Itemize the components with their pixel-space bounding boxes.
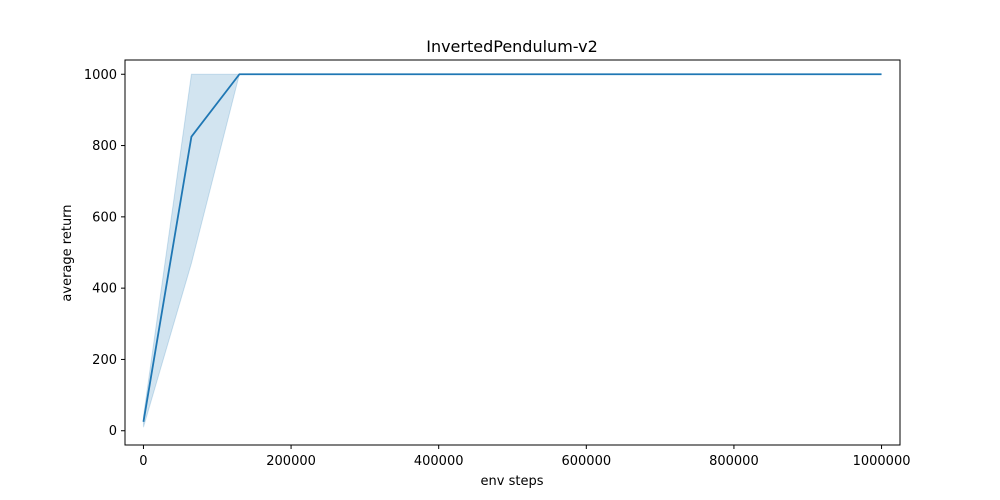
y-tick-label: 1000	[84, 68, 117, 83]
x-tick-label: 400000	[414, 454, 464, 469]
y-tick-label: 800	[92, 139, 117, 154]
y-axis-ticks: 0 200 400 600 800 1000	[84, 68, 125, 439]
plot-frame	[124, 59, 901, 446]
confidence-bands	[142, 73, 882, 428]
y-tick-label: 200	[92, 353, 117, 368]
y-tick-label: 400	[92, 282, 117, 297]
series-0-band	[142, 73, 882, 428]
y-axis-title: average return	[60, 204, 75, 301]
x-axis-ticks: 0 200000 400000 600000 800000 1000000	[139, 445, 911, 469]
x-tick-label: 600000	[561, 454, 611, 469]
x-axis-title: env steps	[481, 474, 544, 489]
series-lines	[142, 73, 882, 422]
y-tick-label: 0	[109, 424, 117, 439]
x-tick-label: 0	[139, 454, 147, 469]
series-0-line	[142, 73, 882, 422]
x-tick-label: 200000	[266, 454, 316, 469]
chart-title: InvertedPendulum-v2	[426, 37, 598, 56]
x-tick-label: 800000	[709, 454, 759, 469]
y-tick-label: 600	[92, 210, 117, 225]
x-tick-label: 1000000	[853, 454, 911, 469]
